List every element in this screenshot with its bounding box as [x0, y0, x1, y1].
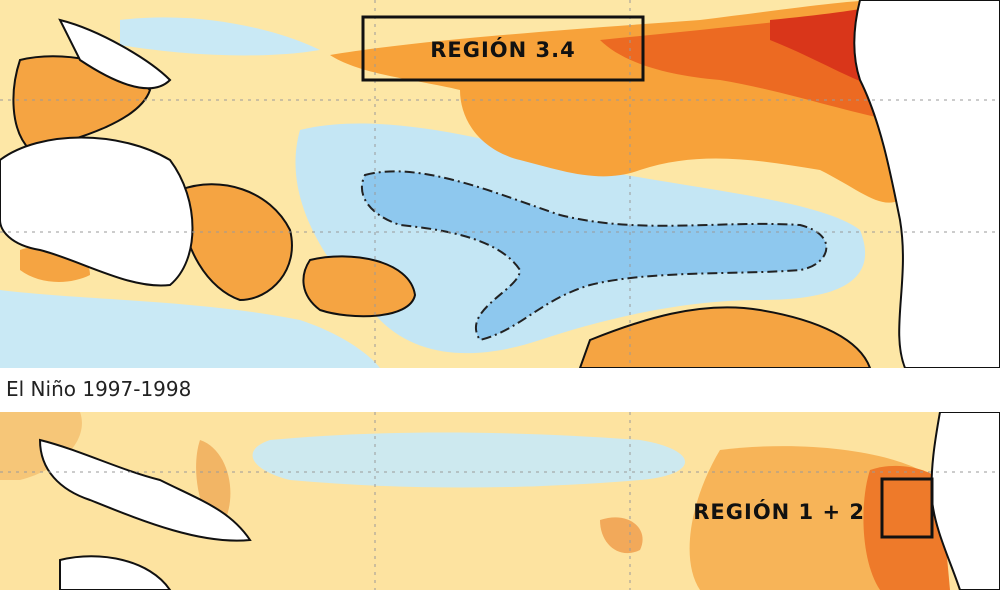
region-box: [361, 15, 645, 82]
region-label: REGIÓN 3.4: [430, 37, 576, 62]
region-label: REGIÓN 1 + 2: [693, 499, 865, 524]
region-box: [880, 477, 934, 539]
caption: El Niño 1997-1998: [6, 377, 191, 401]
bottom-map: REGIÓN 1 + 2: [0, 412, 1000, 590]
top-map: REGIÓN 3.4: [0, 0, 1000, 368]
